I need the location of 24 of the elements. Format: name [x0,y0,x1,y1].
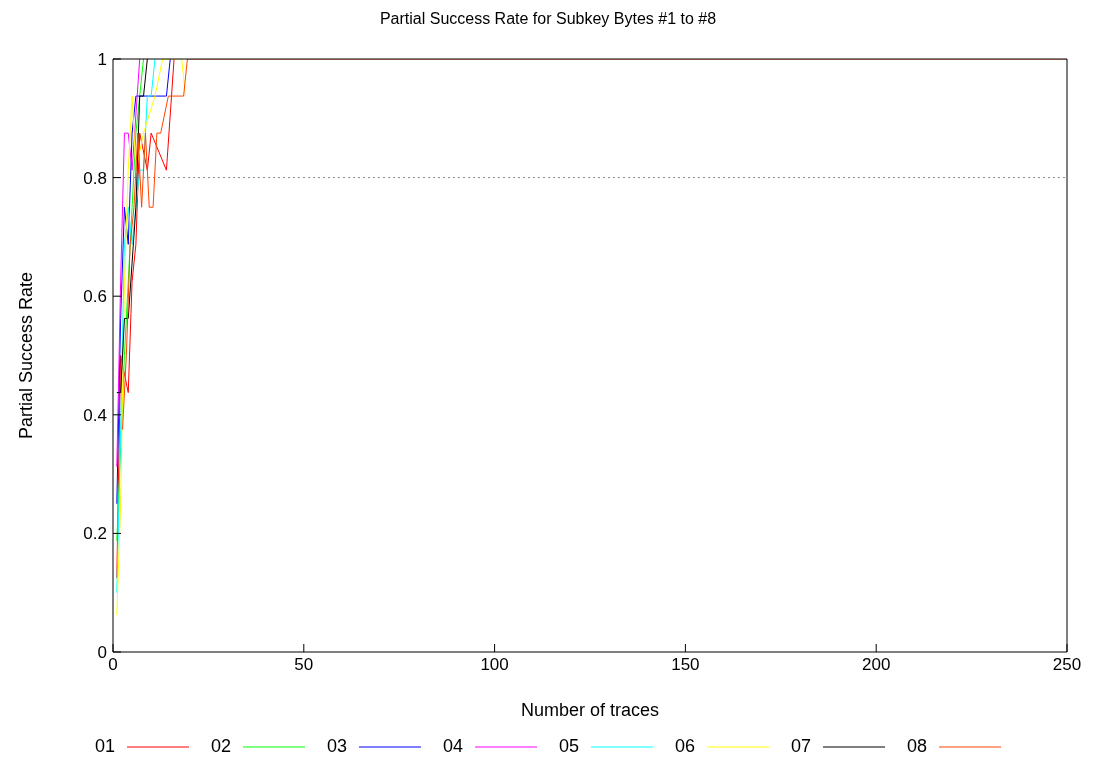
y-tick-label: 0.4 [83,405,107,425]
legend-label: 06 [675,736,696,757]
chart-title: Partial Success Rate for Subkey Bytes #1 to #8 [378,9,718,29]
y-tick-label: 1 [97,50,107,70]
line-series [116,59,141,468]
legend-label: 02 [210,736,231,757]
legend-label: 03 [326,736,347,757]
y-tick-label: 0.8 [83,168,107,188]
y-tick-label: 0.6 [83,287,107,307]
legend-label: 07 [791,736,812,757]
legend-label: 08 [907,736,928,757]
line-series [116,59,171,505]
line-series [116,59,186,616]
x-tick-label: 250 [1052,655,1082,675]
x-tick-label: 150 [671,655,700,675]
legend-label: 01 [94,736,115,757]
legend-label: 05 [559,736,580,757]
x-axis-title: Number of traces [520,700,660,720]
y-axis-title: Partial Success Rate [16,271,37,440]
x-tick-label: 50 [294,655,314,675]
x-tick-label: 200 [862,655,891,675]
legend-label: 04 [442,736,463,757]
y-tick-label: 0.2 [83,524,107,544]
x-tick-label: 100 [480,655,509,675]
